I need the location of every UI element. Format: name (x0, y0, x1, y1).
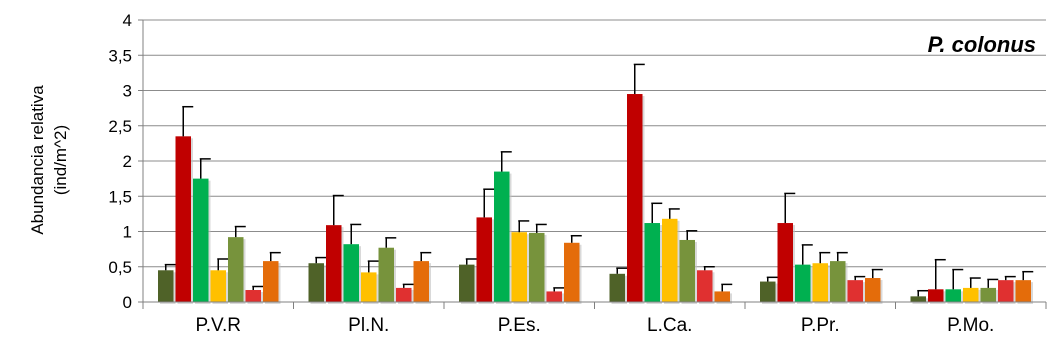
bar (662, 218, 678, 302)
bar (210, 270, 226, 302)
bar (308, 263, 324, 302)
bar (627, 94, 643, 303)
x-tick-label: Pl.N. (348, 315, 389, 336)
bar (714, 291, 730, 302)
bar (760, 281, 776, 302)
bar (158, 270, 174, 302)
y-axis-title-line1: Abundancia relativa (28, 85, 47, 235)
bar (546, 291, 562, 302)
y-tick-label: 0,5 (108, 258, 132, 277)
y-tick-label: 1,5 (108, 187, 132, 206)
bar (812, 263, 828, 302)
bar (175, 136, 191, 302)
y-tick-label: 3,5 (108, 46, 132, 65)
y-tick-label: 2,5 (108, 117, 132, 136)
x-tick-label: P.Pr. (801, 315, 840, 336)
species-annotation: P. colonus (928, 32, 1036, 57)
bar (679, 239, 695, 302)
bar (511, 232, 527, 302)
bar (697, 270, 713, 302)
y-tick-label: 1 (123, 223, 132, 242)
bar (644, 223, 660, 302)
bar (228, 237, 244, 302)
bar (396, 287, 412, 302)
bar (795, 264, 811, 302)
bar (830, 261, 846, 302)
bar (193, 178, 209, 302)
bar (494, 171, 510, 302)
bar (529, 232, 545, 302)
bar (343, 244, 359, 302)
y-tick-label: 0 (123, 293, 132, 312)
y-tick-label: 2 (123, 152, 132, 171)
bar (459, 264, 475, 302)
bar (476, 217, 492, 302)
bar (865, 278, 881, 302)
bar (777, 223, 793, 302)
x-tick-label: P.V.R (196, 315, 241, 336)
y-tick-label: 3 (123, 82, 132, 101)
bar (910, 296, 926, 302)
bar (945, 289, 961, 302)
labels: 0 0,5 1 1,5 2 2,5 3 3,5 4 P.V.R Pl.N. P.Es. L.Ca. P.P… (108, 11, 994, 336)
x-tick-label: P.Mo. (947, 315, 994, 336)
bar (413, 261, 429, 302)
bar (980, 287, 996, 302)
bar (564, 242, 580, 302)
y-axis-title-line2: (ind/m^2) (51, 125, 70, 195)
bar (609, 273, 625, 302)
bars (158, 63, 1034, 305)
gridlines (143, 19, 1046, 268)
axes (138, 19, 1047, 309)
bar (361, 272, 377, 302)
bar (928, 289, 944, 302)
bar (378, 247, 394, 302)
x-tick-label: P.Es. (498, 315, 541, 336)
x-tick-label: L.Ca. (647, 315, 692, 336)
bar (963, 287, 979, 302)
bar (326, 225, 342, 302)
bar (847, 280, 863, 302)
bar (998, 280, 1014, 302)
bar (1015, 280, 1031, 302)
bar (263, 261, 279, 302)
bar (245, 290, 261, 302)
y-tick-label: 4 (123, 11, 132, 30)
